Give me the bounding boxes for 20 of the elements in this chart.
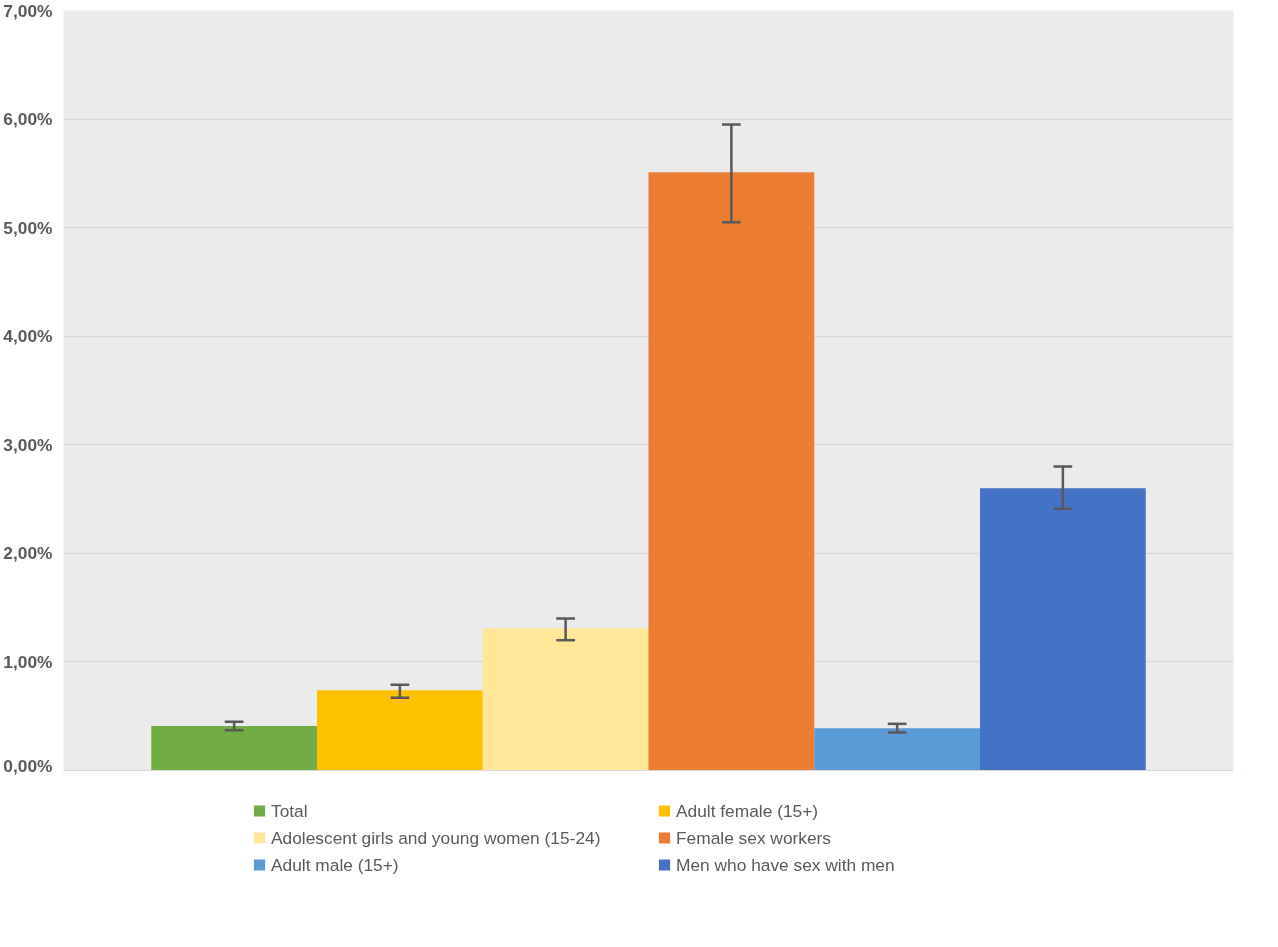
y-tick-label: 6,00%	[3, 109, 53, 130]
bar	[648, 172, 815, 771]
bar	[317, 690, 483, 771]
y-tick-label: 7,00%	[3, 0, 53, 21]
y-tick-label: 0,00%	[3, 755, 53, 776]
bar	[980, 488, 1146, 771]
y-tick-label: 5,00%	[3, 217, 53, 238]
y-tick-label: 1,00%	[3, 651, 53, 672]
legend-label: Adult female (15+)	[676, 800, 820, 821]
y-tick-label: 2,00%	[3, 543, 53, 564]
bar	[151, 725, 317, 771]
y-tick-label: 4,00%	[3, 326, 53, 347]
bar	[814, 728, 980, 771]
legend-label: Total	[271, 800, 309, 821]
legend-label: Adolescent girls and young women (15-24)	[271, 827, 602, 848]
legend-label: Adult male (15+)	[271, 854, 400, 875]
legend-label: Men who have sex with men	[676, 854, 896, 875]
legend-label: Female sex workers	[676, 827, 833, 848]
bar	[482, 628, 649, 771]
y-tick-label: 3,00%	[3, 434, 53, 455]
